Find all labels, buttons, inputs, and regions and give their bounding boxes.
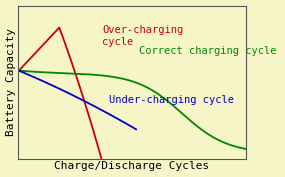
X-axis label: Charge/Discharge Cycles: Charge/Discharge Cycles [54,161,210,172]
Text: Over-charging
cycle: Over-charging cycle [103,25,184,47]
Text: Correct charging cycle: Correct charging cycle [139,47,276,56]
Text: Under-charging cycle: Under-charging cycle [109,95,234,105]
Y-axis label: Battery Capacity: Battery Capacity [5,28,16,136]
